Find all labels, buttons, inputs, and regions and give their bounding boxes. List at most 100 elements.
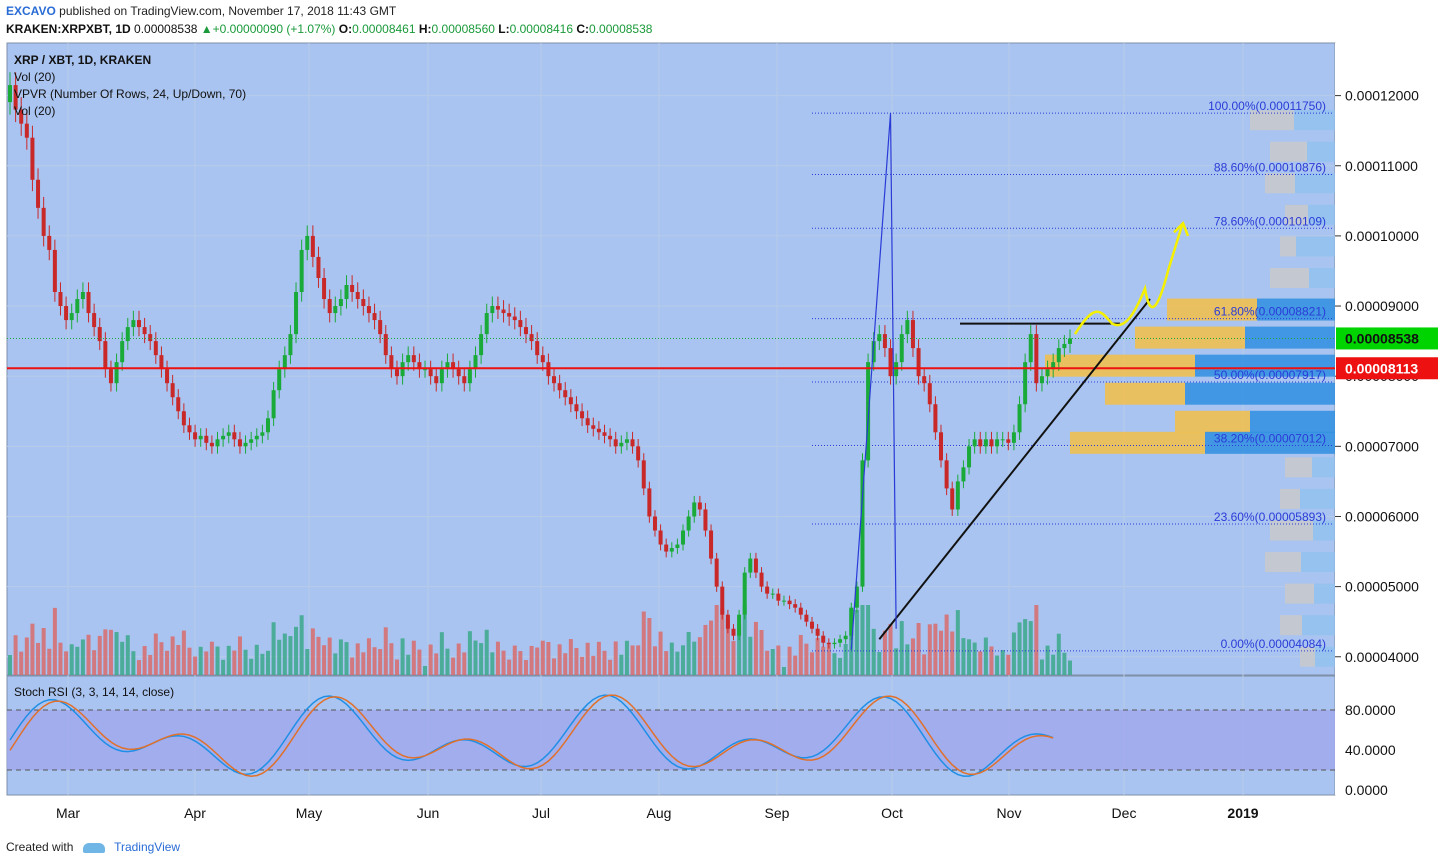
volume-bar [209, 641, 214, 675]
author-name[interactable]: EXCAVO [6, 4, 56, 18]
volume-bar [120, 641, 125, 675]
price-axis[interactable] [1335, 43, 1439, 795]
volume-bar [226, 645, 231, 675]
volume-bar [546, 642, 551, 675]
candle-body [344, 284, 349, 300]
candle-body [423, 369, 428, 371]
price-change: ▲+0.00000090 (+1.07%) [200, 22, 336, 36]
volume-bar [619, 654, 624, 675]
candle-body [709, 530, 714, 559]
candle-body [232, 432, 237, 440]
volume-bar [131, 651, 136, 675]
candle-body [271, 390, 276, 419]
candle-body [781, 600, 786, 602]
volume-bar [720, 607, 725, 675]
candle-body [899, 334, 904, 363]
osc-tick-label: 0.0000 [1345, 782, 1388, 798]
fib-label: 38.20%(0.00007012) [1214, 431, 1326, 445]
candle-body [871, 341, 876, 363]
x-tick-label: Oct [881, 805, 903, 821]
vpvr-down [1285, 457, 1312, 478]
candle-body [681, 530, 686, 545]
vpvr-up [1308, 204, 1335, 225]
volume-bar [832, 653, 837, 675]
volume-bar [529, 645, 534, 675]
volume-bar [97, 635, 102, 675]
candle-body [658, 530, 663, 545]
candle-body [507, 313, 512, 317]
candle-body [237, 439, 242, 447]
volume-bar [265, 650, 270, 675]
volume-bar [507, 659, 512, 675]
candle-body [910, 320, 915, 349]
volume-bar [939, 630, 944, 675]
candle-body [776, 593, 781, 601]
candle-body [120, 341, 125, 363]
volume-bar [787, 646, 792, 675]
candle-body [366, 306, 371, 314]
vpvr-up [1205, 431, 1335, 454]
volume-bar [798, 634, 803, 675]
volume-bar [495, 641, 500, 675]
volume-bar [972, 642, 977, 675]
volume-bar [781, 667, 786, 675]
volume-bar [1000, 650, 1005, 675]
volume-bar [198, 646, 203, 675]
volume-bar [394, 659, 399, 675]
candle-body [916, 348, 921, 377]
fib-label: 88.60%(0.00010876) [1214, 160, 1326, 174]
candle-body [52, 249, 57, 293]
vpvr-down [1105, 382, 1185, 405]
volume-bar [108, 629, 113, 675]
candle-body [479, 334, 484, 356]
candle-body [826, 642, 831, 645]
last-price: 0.00008538 [134, 22, 198, 36]
volume-bar [176, 645, 181, 675]
vpvr-up [1302, 615, 1335, 636]
candle-body [1039, 376, 1044, 384]
volume-bar [557, 644, 562, 675]
candle-body [322, 277, 327, 300]
osc-tick-label: 80.0000 [1345, 702, 1396, 718]
legend-vpvr: VPVR (Number Of Rows, 24, Up/Down, 70) [14, 87, 246, 101]
candle-body [294, 292, 299, 335]
volume-bar [765, 650, 770, 675]
x-tick-label: Jun [417, 805, 440, 821]
volume-bar [669, 642, 674, 675]
vpvr-up [1312, 457, 1335, 478]
volume-bar [456, 643, 461, 675]
candle-body [563, 390, 568, 398]
candle-body [305, 235, 310, 250]
volume-bar [451, 657, 456, 675]
volume-bar [737, 624, 742, 675]
volume-bar [400, 638, 405, 675]
volume-bar [69, 644, 74, 675]
candle-body [529, 334, 534, 342]
volume-bar [759, 630, 764, 675]
volume-bar [439, 632, 444, 675]
candle-body [193, 432, 198, 440]
y-tick-label: 0.00006000 [1345, 508, 1419, 524]
candle-body [451, 362, 456, 370]
vpvr-down [1167, 298, 1257, 321]
candle-body [1011, 432, 1016, 443]
volume-bar [406, 654, 411, 675]
volume-bar [299, 615, 304, 675]
candle-body [92, 313, 97, 328]
volume-bar [596, 641, 601, 675]
candle-body [165, 369, 170, 384]
candle-body [748, 558, 753, 573]
volume-bar [950, 631, 955, 675]
volume-bar [41, 628, 46, 675]
volume-bar [86, 634, 91, 675]
volume-bar [821, 646, 826, 675]
candle-body [613, 439, 618, 447]
vpvr-down [1280, 488, 1300, 509]
stoch-d-line [9, 694, 1054, 777]
candle-body [501, 309, 506, 314]
volume-bar [995, 655, 1000, 675]
volume-bar [136, 660, 141, 675]
footer-brand[interactable]: TradingView [114, 840, 181, 854]
volume-bar [854, 610, 859, 675]
